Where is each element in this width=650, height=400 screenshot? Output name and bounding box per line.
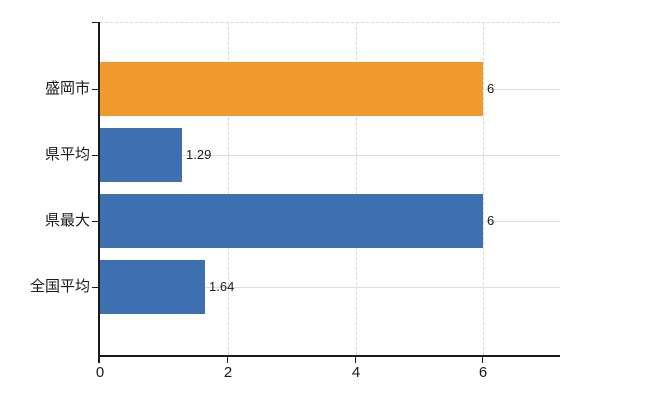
bar	[100, 260, 205, 314]
x-axis-tick	[99, 357, 100, 363]
bar	[100, 62, 483, 116]
plot-top-border	[100, 22, 560, 23]
value-label: 1.64	[209, 279, 235, 294]
vertical-gridline	[356, 22, 357, 355]
value-label: 1.29	[186, 147, 212, 162]
category-tick	[92, 89, 98, 90]
y-axis-end-tick	[92, 22, 98, 23]
y-axis-line	[98, 22, 100, 363]
category-label: 県平均	[44, 146, 90, 163]
bar	[100, 128, 182, 182]
value-label: 6	[487, 213, 495, 228]
category-label: 全国平均	[29, 278, 90, 295]
bar	[100, 194, 483, 248]
x-axis-tick	[355, 357, 356, 363]
vertical-gridline	[483, 22, 484, 355]
x-tick-label: 4	[351, 364, 361, 381]
x-axis-tick	[227, 357, 228, 363]
value-label: 6	[487, 81, 495, 96]
x-tick-label: 6	[478, 364, 488, 381]
vertical-gridline	[228, 22, 229, 355]
horizontal-gridline	[100, 287, 560, 288]
category-label: 盛岡市	[44, 80, 90, 97]
horizontal-gridline	[100, 155, 560, 156]
x-tick-label: 2	[223, 364, 233, 381]
x-tick-label: 0	[95, 364, 105, 381]
category-tick	[92, 287, 98, 288]
category-tick	[92, 221, 98, 222]
category-tick	[92, 155, 98, 156]
plot-area: 6 1.29 6 1.64	[100, 22, 560, 355]
category-label: 県最大	[44, 212, 90, 229]
x-axis-line	[98, 355, 560, 357]
x-axis-tick	[482, 357, 483, 363]
